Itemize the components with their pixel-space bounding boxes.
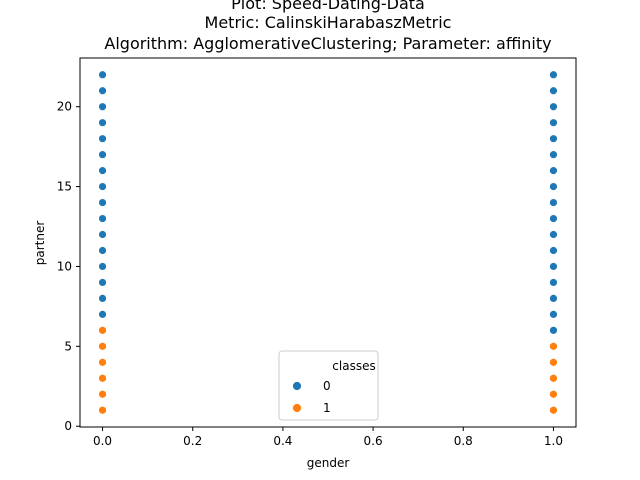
legend-box (278, 350, 379, 421)
data-point-class-0 (549, 102, 558, 112)
data-point-class-0 (98, 214, 107, 223)
data-point-class-0 (98, 118, 107, 128)
data-point-class-0 (549, 134, 558, 144)
data-point-class-1 (98, 357, 107, 367)
legend-label-class-0: 0 (323, 379, 331, 393)
title-line-2: Metric: CalinskiHarabaszMetric (205, 13, 452, 32)
data-point-class-0 (98, 294, 107, 303)
x-tick-label: 0.8 (454, 434, 473, 448)
y-tick-label: 0 (64, 419, 72, 433)
legend-title: classes (332, 359, 375, 373)
data-point-class-1 (98, 325, 107, 335)
data-point-class-0 (98, 86, 107, 96)
data-point-class-0 (549, 262, 558, 271)
data-point-class-1 (98, 405, 107, 415)
data-point-class-0 (98, 70, 107, 80)
data-point-class-0 (549, 182, 558, 191)
data-point-class-0 (549, 294, 558, 303)
data-point-class-0 (549, 166, 558, 176)
data-point-class-0 (549, 118, 558, 128)
data-point-class-0 (549, 230, 558, 239)
legend-marker-class-1 (292, 403, 302, 413)
data-point-class-0 (98, 246, 107, 255)
y-tick-label: 15 (57, 180, 72, 194)
data-point-class-0 (98, 309, 107, 319)
data-point-class-0 (549, 214, 558, 223)
data-point-class-0 (549, 278, 558, 287)
data-point-class-0 (98, 262, 107, 271)
data-point-class-0 (98, 166, 107, 176)
data-point-class-1 (549, 389, 558, 399)
data-point-class-1 (98, 373, 107, 383)
y-tick-label: 10 (57, 259, 72, 273)
data-point-class-0 (98, 134, 107, 144)
data-point-class-0 (549, 246, 558, 255)
data-point-class-0 (98, 102, 107, 112)
data-point-class-0 (98, 278, 107, 287)
chart-title: Plot: Speed-Dating-Data Metric: Calinski… (104, 0, 551, 53)
data-point-class-1 (549, 405, 558, 415)
legend: classes 0 1 (278, 350, 379, 421)
x-axis-label: gender (307, 456, 350, 470)
data-point-class-0 (549, 70, 558, 80)
x-tick-label: 0.2 (183, 434, 202, 448)
x-tick-label: 0.4 (273, 434, 292, 448)
data-point-class-0 (549, 198, 558, 207)
y-tick-label: 20 (57, 100, 72, 114)
data-point-class-0 (549, 325, 558, 335)
y-axis-label: partner (33, 221, 47, 266)
data-point-class-0 (98, 230, 107, 239)
data-point-class-1 (549, 341, 558, 351)
y-tick-label: 5 (64, 339, 72, 353)
axes-frame (79, 57, 577, 428)
data-point-class-0 (98, 182, 107, 191)
data-point-class-1 (98, 341, 107, 351)
legend-marker-class-0 (292, 381, 302, 391)
x-tick-label: 0.0 (93, 434, 112, 448)
data-point-class-0 (98, 150, 107, 160)
x-tick-label: 1.0 (544, 434, 563, 448)
data-point-class-1 (549, 357, 558, 367)
legend-label-class-1: 1 (323, 401, 331, 415)
x-tick-label: 0.6 (364, 434, 383, 448)
title-line-1: Plot: Speed-Dating-Data (231, 0, 425, 13)
data-point-class-1 (98, 389, 107, 399)
title-line-3: Algorithm: AgglomerativeClustering; Para… (104, 34, 551, 53)
data-points (98, 70, 558, 415)
data-point-class-1 (549, 373, 558, 383)
data-point-class-0 (549, 150, 558, 160)
data-point-class-0 (549, 86, 558, 96)
data-point-class-0 (98, 198, 107, 207)
data-point-class-0 (549, 309, 558, 319)
